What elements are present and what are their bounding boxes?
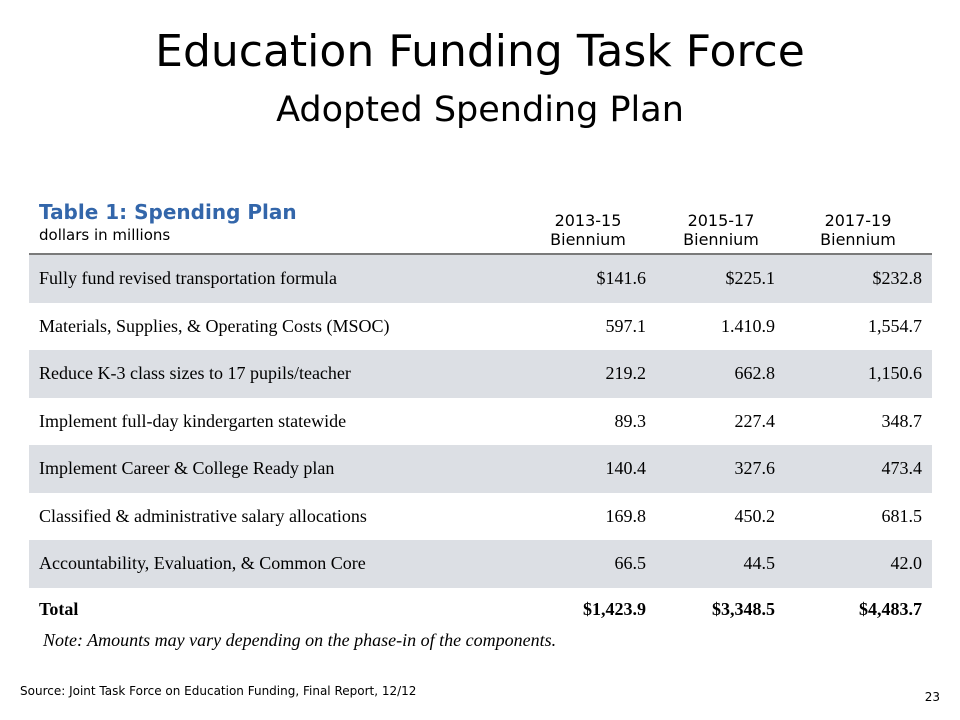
column-header-line1: 2017-19 <box>824 211 892 230</box>
cell-2013-15: 219.2 <box>605 363 647 384</box>
total-2013-15: $1,423.9 <box>583 599 646 619</box>
cell-2013-15: 66.5 <box>614 553 647 574</box>
total-2015-17: $3,348.5 <box>712 599 775 619</box>
cell-2017-19: 1,150.6 <box>868 363 922 384</box>
row-label: Classified & administrative salary alloc… <box>39 505 367 526</box>
row-label: Implement Career & College Ready plan <box>39 458 335 479</box>
cell-2015-17: 227.4 <box>734 410 776 431</box>
column-header-line1: 2013-15 <box>554 211 622 230</box>
cell-2015-17: 327.6 <box>734 458 776 479</box>
table-row: Reduce K-3 class sizes to 17 pupils/teac… <box>29 350 932 398</box>
cell-2017-19: 42.0 <box>890 553 923 574</box>
table-note: Note: Amounts may vary depending on the … <box>43 630 557 650</box>
column-header-line1: 2015-17 <box>687 211 755 230</box>
cell-2017-19: 473.4 <box>881 458 923 479</box>
cell-2017-19: 348.7 <box>881 410 923 431</box>
column-header-line2: Biennium <box>820 230 896 249</box>
table-body: Fully fund revised transportation formul… <box>29 255 932 632</box>
source-citation: Source: Joint Task Force on Education Fu… <box>20 684 417 698</box>
table-row: Accountability, Evaluation, & Common Cor… <box>29 540 932 588</box>
slide-title: Education Funding Task Force <box>155 26 805 77</box>
row-label: Accountability, Evaluation, & Common Cor… <box>39 553 366 574</box>
cell-2013-15: 89.3 <box>614 410 647 431</box>
column-header-line2: Biennium <box>683 230 759 249</box>
cell-2017-19: 1,554.7 <box>868 315 922 336</box>
table-row: Fully fund revised transportation formul… <box>29 255 932 303</box>
row-label: Implement full-day kindergarten statewid… <box>39 410 347 431</box>
cell-2015-17: 1.410.9 <box>721 315 775 336</box>
row-label: Fully fund revised transportation formul… <box>39 268 337 289</box>
row-label: Materials, Supplies, & Operating Costs (… <box>39 315 390 336</box>
cell-2013-15: $141.6 <box>596 268 647 289</box>
table-total-row: Total $1,423.9 $3,348.5 $4,483.7 <box>29 588 932 632</box>
column-header-2015-17: 2015-17 Biennium <box>656 211 786 249</box>
total-2017-19: $4,483.7 <box>859 599 922 619</box>
cell-2015-17: $225.1 <box>725 268 776 289</box>
spending-plan-table: Table 1: Spending Plan dollars in millio… <box>29 192 932 662</box>
cell-2015-17: 450.2 <box>734 505 776 526</box>
column-header-2017-19: 2017-19 Biennium <box>793 211 923 249</box>
table-row: Implement Career & College Ready plan 14… <box>29 445 932 493</box>
cell-2017-19: 681.5 <box>881 505 923 526</box>
total-label: Total <box>39 599 79 619</box>
table-row: Classified & administrative salary alloc… <box>29 493 932 541</box>
table-unit: dollars in millions <box>39 226 171 244</box>
header-divider <box>29 253 932 255</box>
table-row: Implement full-day kindergarten statewid… <box>29 398 932 446</box>
cell-2015-17: 44.5 <box>743 553 776 574</box>
column-header-2013-15: 2013-15 Biennium <box>523 211 653 249</box>
cell-2015-17: 662.8 <box>734 363 776 384</box>
slide-subtitle: Adopted Spending Plan <box>276 90 684 130</box>
cell-2013-15: 169.8 <box>605 505 647 526</box>
table-heading: Table 1: Spending Plan <box>39 200 297 224</box>
table-row: Materials, Supplies, & Operating Costs (… <box>29 303 932 351</box>
column-header-line2: Biennium <box>550 230 626 249</box>
page-number: 23 <box>924 690 940 704</box>
cell-2013-15: 140.4 <box>605 458 647 479</box>
row-label: Reduce K-3 class sizes to 17 pupils/teac… <box>39 363 351 384</box>
cell-2013-15: 597.1 <box>605 315 647 336</box>
cell-2017-19: $232.8 <box>872 268 923 289</box>
